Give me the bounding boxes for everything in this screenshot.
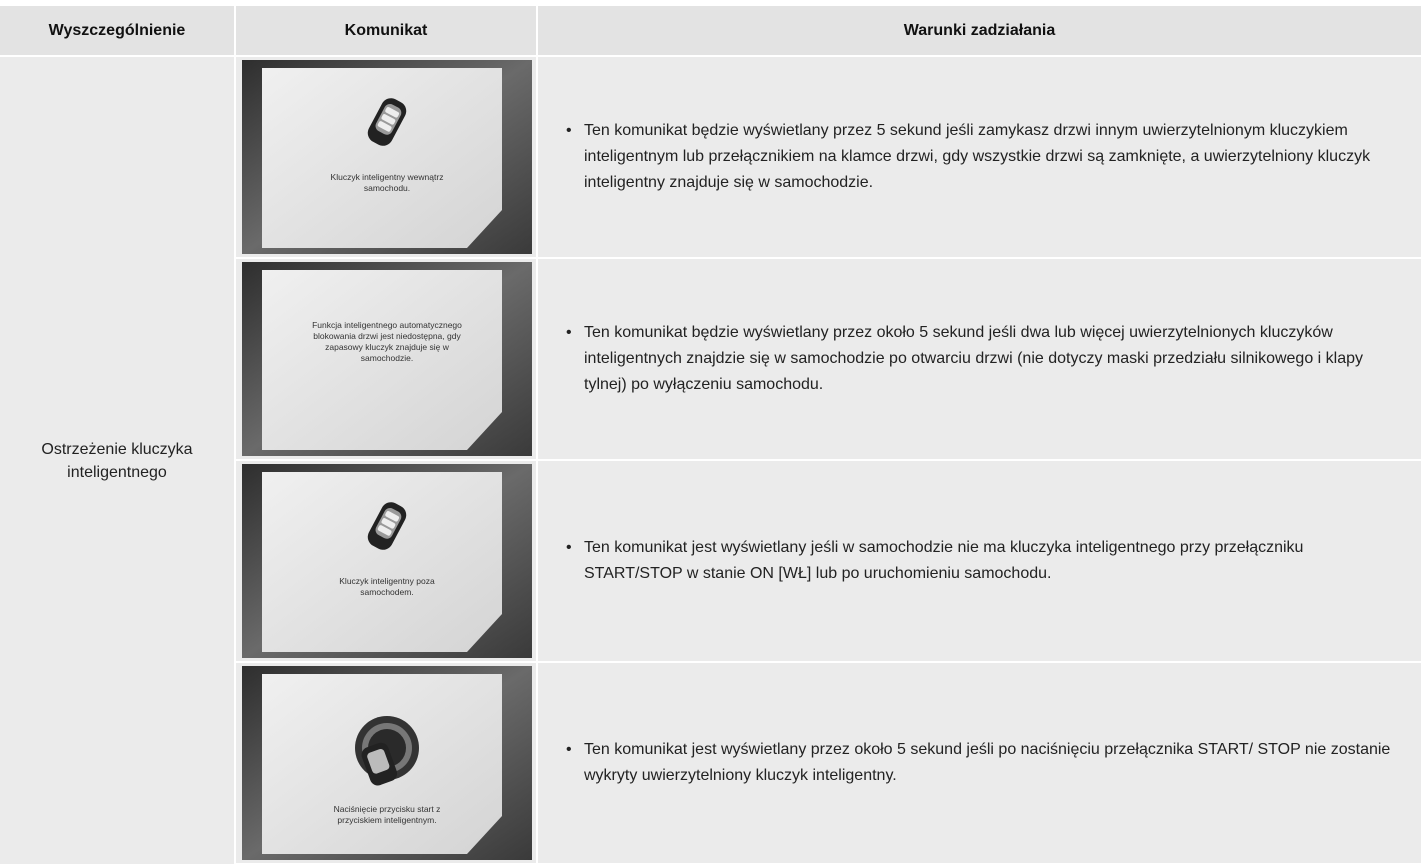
bullet-item: • Ten komunikat będzie wyświetlany przez … [566, 118, 1391, 196]
header-cell: Wyszczególnienie [0, 6, 234, 55]
condition-text: Ten komunikat jest wyświetlany przez oko… [584, 741, 1391, 784]
item-cell: Ostrzeżenie kluczyka inteligentnego [0, 57, 234, 864]
message-screen: Kluczyk inteligentny poza samochodem. [242, 464, 532, 658]
screen-graphic [242, 262, 532, 456]
message-screen: Funkcja inteligentnego automatycznego bl… [242, 262, 532, 456]
screen-graphic [242, 60, 532, 254]
message-screen: Kluczyk inteligentny wewnątrz samochodu. [242, 60, 532, 254]
condition-text: Ten komunikat jest wyświetlany jeśli w s… [584, 539, 1304, 582]
condition-text: Ten komunikat będzie wyświetlany przez o… [584, 324, 1364, 393]
message-screen: Naciśnięcie przycisku start z przyciskie… [242, 666, 532, 860]
bullet: • [566, 539, 572, 556]
header-cell: Warunki zadziałania [538, 6, 1421, 55]
header-cell: Komunikat [236, 6, 536, 55]
message-text: Kluczyk inteligentny poza samochodem. [339, 576, 435, 597]
message-text: Kluczyk inteligentny wewnątrz samochodu. [330, 172, 444, 193]
condition-cell: • Ten komunikat jest wyświetlany jeśli w … [538, 461, 1421, 661]
condition-cell: • Ten komunikat będzie wyświetlany przez … [538, 259, 1421, 459]
condition-cell: • Ten komunikat będzie wyświetlany przez … [538, 57, 1421, 257]
bullet-item: • Ten komunikat będzie wyświetlany przez … [566, 320, 1391, 398]
item-label: Ostrzeżenie kluczyka inteligentnego [41, 440, 193, 481]
bullet: • [566, 741, 572, 758]
condition-text: Ten komunikat będzie wyświetlany przez 5… [584, 122, 1371, 191]
screen-graphic [242, 464, 532, 658]
condition-cell: • Ten komunikat jest wyświetlany przez ok… [538, 663, 1421, 863]
message-text: Naciśnięcie przycisku start z przyciskie… [333, 804, 441, 825]
bullet: • [566, 122, 572, 139]
screen-graphic [242, 666, 532, 860]
bullet: • [566, 324, 572, 341]
message-text: Funkcja inteligentnego automatycznego bl… [312, 320, 462, 363]
bullet-item: • Ten komunikat jest wyświetlany przez ok… [566, 737, 1391, 789]
bullet-item: • Ten komunikat jest wyświetlany jeśli w … [566, 535, 1391, 587]
